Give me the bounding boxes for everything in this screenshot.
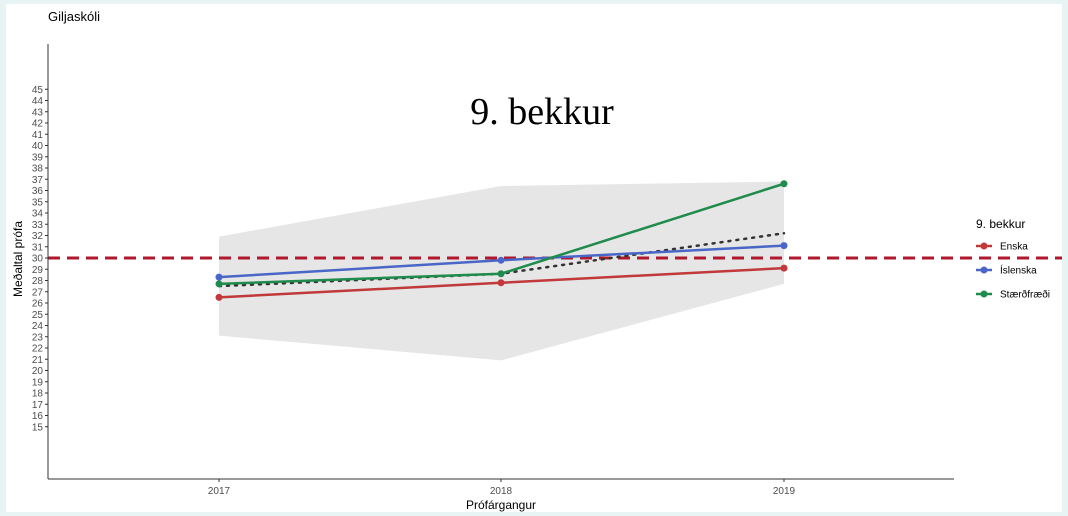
y-tick-label-20: 20: [32, 366, 44, 377]
series-point-enska-2018: [497, 279, 505, 287]
series-point--slenska-2018: [497, 256, 505, 264]
y-tick-label-36: 36: [32, 186, 44, 197]
y-tick-label-26: 26: [32, 299, 44, 310]
legend-key-point-st-r-fr-i: [980, 290, 988, 298]
y-tick-label-25: 25: [32, 310, 44, 321]
series-point-st-r-fr-i-2019: [780, 180, 788, 188]
series-point-enska-2017: [215, 293, 223, 301]
y-tick-label-24: 24: [32, 321, 44, 332]
y-tick-label-23: 23: [32, 332, 44, 343]
x-tick-label-2019: 2019: [773, 486, 796, 497]
series-point--slenska-2019: [780, 242, 788, 250]
chart-title: 9. bekkur: [470, 91, 614, 133]
chart-canvas: 1516171819202122232425262728293031323334…: [11, 9, 1062, 512]
y-tick-label-27: 27: [32, 287, 44, 298]
y-tick-label-45: 45: [32, 85, 44, 96]
legend-title: 9. bekkur: [976, 217, 1025, 231]
chart-subtitle: Giljaskóli: [48, 9, 100, 24]
y-tick-label-18: 18: [32, 389, 44, 400]
y-tick-label-16: 16: [32, 411, 44, 422]
y-tick-label-39: 39: [32, 152, 44, 163]
y-tick-label-22: 22: [32, 344, 44, 355]
y-tick-label-35: 35: [32, 197, 44, 208]
y-tick-label-38: 38: [32, 164, 44, 175]
chart-frame: 15 16 17 18 19 20 21 22 23 24 25 26 27 28 29 30 31 32 33 34…: [6, 4, 1062, 512]
y-tick-label-40: 40: [32, 141, 44, 152]
y-tick-label-43: 43: [32, 107, 44, 118]
legend-label--slenska: Íslenska: [1000, 264, 1037, 277]
y-tick-label-29: 29: [32, 265, 44, 276]
legend: 9. bekkur Enska Íslenska Stærðfræði: [976, 217, 1050, 301]
legend-label-st-r-fr-i: Stærðfræði: [1000, 289, 1050, 301]
y-tick-label-34: 34: [32, 209, 44, 220]
series-point-st-r-fr-i-2018: [497, 270, 505, 278]
y-tick-label-28: 28: [32, 276, 44, 287]
legend-key-point-enska: [980, 242, 988, 250]
series-point--slenska-2017: [215, 273, 223, 281]
y-tick-label-19: 19: [32, 377, 44, 388]
y-tick-label-44: 44: [32, 96, 44, 107]
y-tick-label-37: 37: [32, 175, 44, 186]
x-axis-title: Prófárgangur: [466, 498, 536, 512]
y-tick-label-31: 31: [32, 242, 44, 253]
y-tick-label-15: 15: [32, 422, 44, 433]
x-tick-label-2017: 2017: [208, 486, 231, 497]
y-tick-label-41: 41: [32, 130, 44, 141]
legend-key-point--slenska: [980, 266, 988, 274]
y-tick-label-42: 42: [32, 119, 44, 130]
legend-label-enska: Enska: [1000, 242, 1028, 253]
x-tick-label-2018: 2018: [490, 486, 513, 497]
y-tick-label-30: 30: [32, 254, 44, 265]
y-axis-ticks: 1516171819202122232425262728293031323334…: [32, 85, 48, 433]
x-axis-ticks: 2017 2018 2019: [208, 479, 796, 497]
y-tick-label-33: 33: [32, 220, 44, 231]
y-tick-label-17: 17: [32, 400, 44, 411]
series-lines: [215, 180, 788, 301]
series-point-enska-2019: [780, 264, 788, 272]
y-tick-label-32: 32: [32, 231, 44, 242]
y-tick-label-21: 21: [32, 355, 44, 366]
y-axis-title: Meðaltal prófa: [11, 221, 25, 297]
series-point-st-r-fr-i-2017: [215, 280, 223, 288]
